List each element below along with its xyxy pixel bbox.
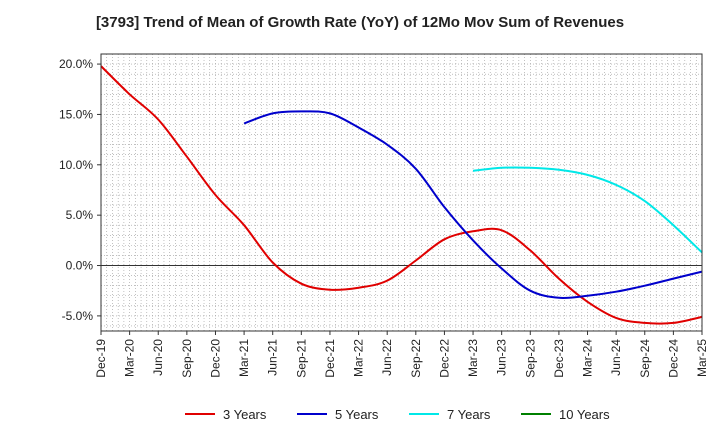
x-tick-label: Sep-22: [409, 339, 423, 378]
y-tick-label: 15.0%: [59, 107, 93, 121]
x-tick-label: Jun-22: [380, 339, 394, 376]
legend-item-3-years: 3 Years: [185, 407, 267, 422]
legend-label: 5 Years: [335, 407, 379, 422]
x-tick-label: Dec-20: [208, 339, 222, 378]
x-tick-label: Sep-24: [638, 339, 652, 378]
x-tick-label: Jun-24: [609, 339, 623, 376]
y-tick-label: 0.0%: [66, 259, 94, 273]
legend-item-10-years: 10 Years: [521, 407, 610, 422]
x-tick-label: Sep-21: [294, 339, 308, 378]
legend-item-7-years: 7 Years: [409, 407, 491, 422]
x-tick-label: Dec-23: [552, 339, 566, 378]
x-tick-label: Dec-19: [94, 339, 108, 378]
legend-label: 3 Years: [223, 407, 267, 422]
y-tick-label: 10.0%: [59, 158, 93, 172]
x-tick-label: Mar-20: [123, 339, 137, 377]
x-tick-label: Sep-20: [180, 339, 194, 378]
x-tick-label: Mar-23: [466, 339, 480, 377]
legend-label: 7 Years: [447, 407, 491, 422]
legend-item-5-years: 5 Years: [297, 407, 379, 422]
x-tick-label: Mar-22: [352, 339, 366, 377]
x-tick-label: Dec-21: [323, 339, 337, 378]
x-tick-label: Mar-24: [581, 339, 595, 377]
series-line-7-years: [472, 166, 703, 254]
x-tick-label: Jun-23: [495, 339, 509, 376]
x-tick-label: Jun-21: [266, 339, 280, 376]
series-line-5-years: [243, 110, 703, 299]
legend-label: 10 Years: [559, 407, 610, 422]
x-tick-label: Sep-23: [523, 339, 537, 378]
plot-frame: [100, 53, 703, 332]
y-tick-label: -5.0%: [62, 309, 94, 323]
x-tick-label: Dec-22: [437, 339, 451, 378]
y-tick-label: 5.0%: [66, 208, 94, 222]
series-line-3-years: [100, 65, 703, 325]
x-tick-label: Mar-25: [695, 339, 709, 377]
x-tick-label: Dec-24: [666, 339, 680, 378]
x-tick-label: Jun-20: [151, 339, 165, 376]
x-tick-label: Mar-21: [237, 339, 251, 377]
y-tick-label: 20.0%: [59, 57, 93, 71]
chart-title: [3793] Trend of Mean of Growth Rate (YoY…: [95, 14, 625, 31]
